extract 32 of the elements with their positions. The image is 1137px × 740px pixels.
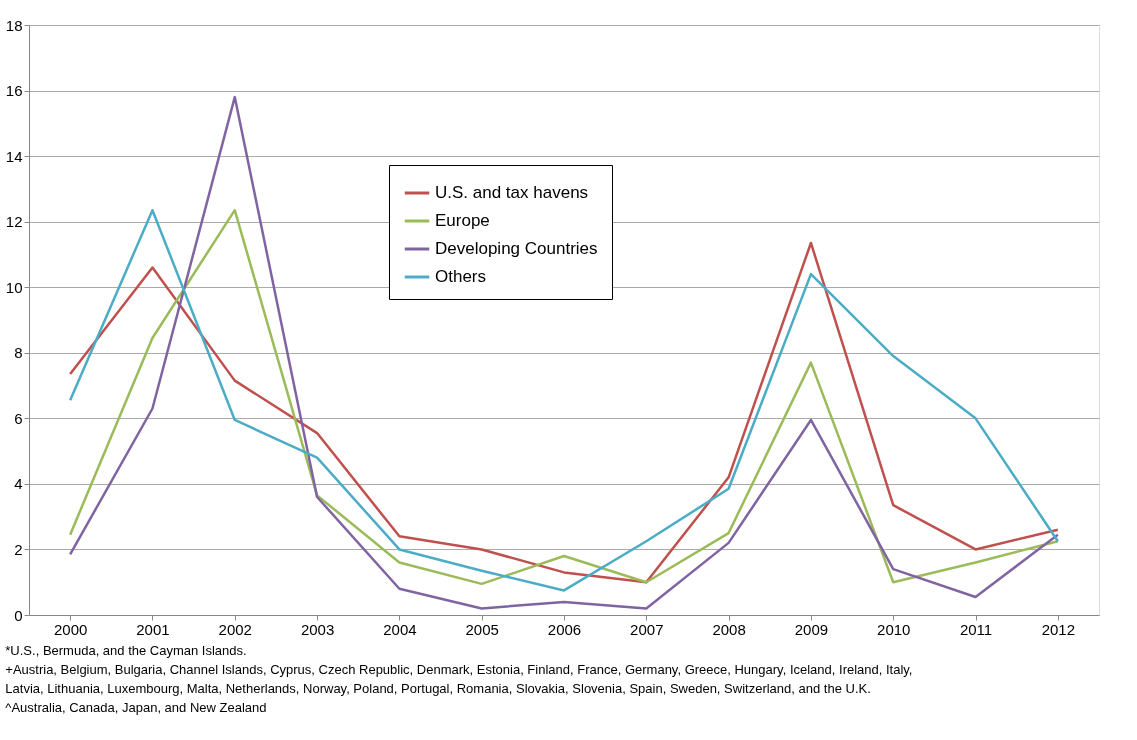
legend-label: Europe [435,211,490,230]
legend-label: U.S. and tax havens [435,183,589,202]
legend-label: Others [435,267,487,286]
x-tick-label: 2011 [959,620,993,638]
x-tick-label: 2004 [383,620,417,638]
text: *U.S., Bermuda, and the Cayman Islands. [5,643,247,658]
y-tick-label: 2 [14,540,23,558]
x-tick-label: 2002 [218,620,252,638]
x-tick-label: 2005 [465,620,499,638]
legend-label: Developing Countries [435,239,598,258]
text: Latvia, Lithuania, Luxembourg, Malta, Netherlands, Norway, Poland, Portugal, Romania, Slovakia, Slovenia, Spain, Sweden, Switzerland, and the U.K. [5,681,871,696]
y-tick-label: 4 [14,475,23,493]
x-tick-label: 2006 [547,620,582,638]
y-tick-label: 0 [14,606,23,624]
y-tick-label: 18 [5,16,23,34]
y-tick-label: 6 [14,409,23,427]
x-tick-label: 2001 [136,620,170,638]
y-tick-label: 16 [5,82,23,100]
x-tick-label: 2009 [794,620,829,638]
x-tick-label: 2003 [300,620,335,638]
x-tick-label: 2000 [53,620,88,638]
x-tick-label: 2012 [1041,620,1076,638]
y-tick-label: 14 [5,147,23,165]
x-tick-label: 2007 [630,620,664,638]
x-tick-label: 2008 [712,620,746,638]
text: ^Australia, Canada, Japan, and New Zealand [5,700,267,715]
x-tick-label: 2010 [877,620,911,638]
y-tick-label: 10 [5,278,23,296]
line-series [68,95,1060,610]
text: +Austria, Belgium, Bulgaria, Channel Islands, Cyprus, Czech Republic, Denmark, Estonia, Finland, France, Germany, Greece, Hungary, Iceland, Ireland, Italy, [5,662,913,677]
y-tick-label: 12 [5,213,23,231]
y-tick-label: 8 [14,344,23,362]
